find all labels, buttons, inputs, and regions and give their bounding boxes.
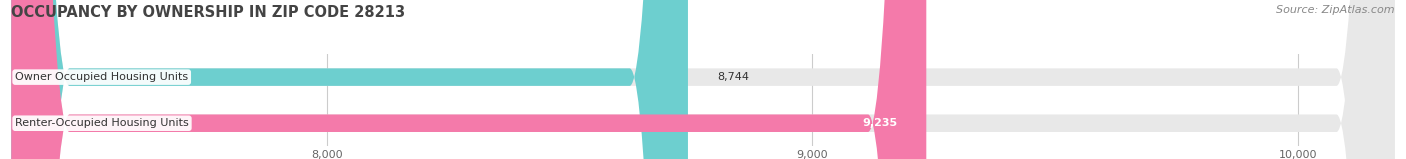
Text: OCCUPANCY BY OWNERSHIP IN ZIP CODE 28213: OCCUPANCY BY OWNERSHIP IN ZIP CODE 28213 bbox=[11, 5, 405, 20]
Text: Source: ZipAtlas.com: Source: ZipAtlas.com bbox=[1277, 5, 1395, 15]
Text: Renter-Occupied Housing Units: Renter-Occupied Housing Units bbox=[15, 118, 188, 128]
Text: 8,744: 8,744 bbox=[717, 72, 749, 82]
FancyBboxPatch shape bbox=[11, 0, 1395, 159]
FancyBboxPatch shape bbox=[11, 0, 1395, 159]
Text: Owner Occupied Housing Units: Owner Occupied Housing Units bbox=[15, 72, 188, 82]
FancyBboxPatch shape bbox=[11, 0, 927, 159]
Text: 9,235: 9,235 bbox=[862, 118, 897, 128]
FancyBboxPatch shape bbox=[11, 0, 688, 159]
